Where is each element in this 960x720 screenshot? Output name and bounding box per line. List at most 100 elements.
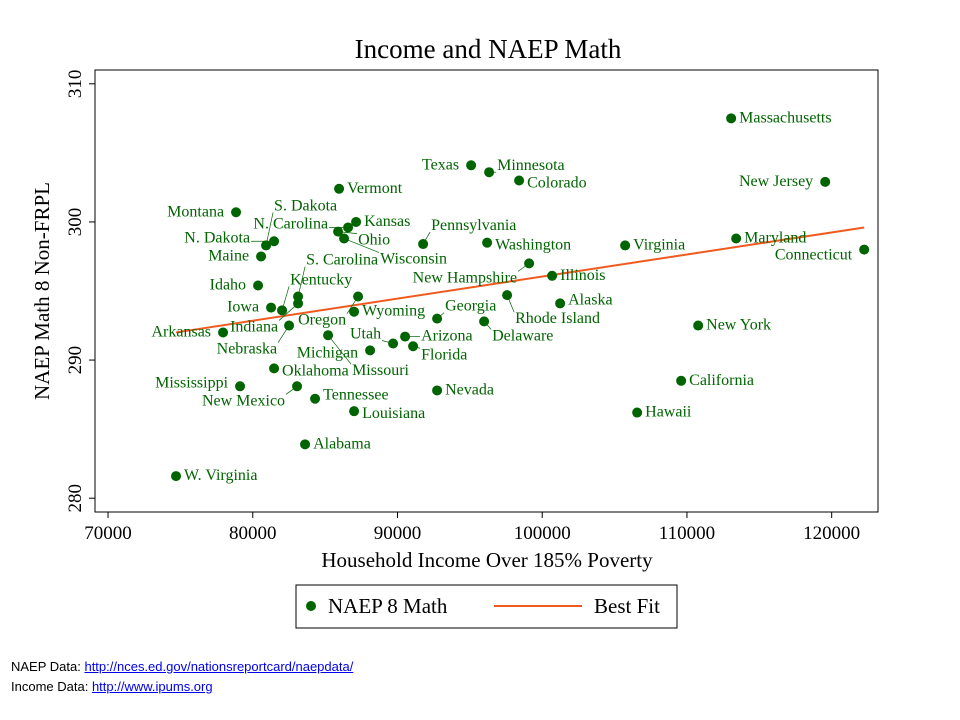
data-point [524, 258, 535, 269]
data-point-label: Florida [421, 346, 467, 363]
data-point [555, 298, 566, 309]
data-point [293, 291, 304, 302]
data-point-label: Arkansas [151, 323, 211, 340]
data-point-label: Hawaii [645, 404, 692, 421]
data-point-label: Indiana [230, 318, 278, 335]
data-point [547, 270, 558, 281]
chart-title: Income and NAEP Math [355, 34, 622, 64]
data-point-label: New Mexico [202, 392, 285, 409]
points-layer [171, 113, 870, 482]
data-point-label: Illinois [560, 267, 605, 284]
x-axis-label: Household Income Over 185% Poverty [321, 548, 653, 572]
naep-source-link[interactable]: http://nces.ed.gov/nationsreportcard/nae… [84, 659, 354, 674]
data-point [310, 393, 321, 404]
data-point-label: Maryland [744, 230, 806, 247]
data-point-label: Tennessee [323, 387, 389, 404]
data-point-label: N. Dakota [184, 229, 250, 246]
data-point [292, 381, 303, 392]
data-point-label: N. Carolina [253, 215, 328, 232]
data-point-label: Rhode Island [515, 310, 600, 327]
data-point [256, 251, 267, 262]
naep-source-label: NAEP Data: [11, 659, 85, 674]
data-point-label: Connecticut [775, 247, 853, 264]
x-tick-label: 90000 [374, 523, 422, 544]
y-tick-label: 310 [65, 70, 86, 99]
data-point-label: Wisconsin [380, 251, 447, 268]
data-point [351, 216, 362, 227]
data-point-label: Nevada [445, 381, 494, 398]
best-fit-layer [175, 226, 865, 334]
data-point [293, 298, 304, 309]
data-point [300, 439, 311, 450]
data-point [353, 291, 364, 302]
data-point [343, 222, 354, 233]
label-leader-line [297, 266, 306, 297]
data-point-label: Washington [495, 237, 571, 254]
data-point-label: Massachusetts [739, 109, 831, 126]
data-point-label: Maine [208, 247, 249, 264]
data-point [266, 302, 277, 313]
y-tick-label: 290 [65, 346, 86, 375]
data-point-label: Michigan [297, 344, 358, 361]
data-point-label: Wyoming [362, 303, 425, 320]
data-point-label: Mississippi [155, 374, 228, 391]
data-point-label: Kentucky [290, 271, 352, 288]
data-point [235, 381, 246, 392]
data-point [323, 330, 334, 341]
data-point-label: Ohio [358, 232, 390, 249]
data-point-label: S. Carolina [306, 252, 378, 269]
label-leader-line [343, 238, 380, 253]
data-point [432, 385, 443, 396]
data-point-label: Nebraska [217, 341, 277, 358]
data-point-label: New York [706, 317, 771, 334]
data-point [333, 226, 344, 237]
data-point [284, 320, 295, 331]
data-point [349, 406, 360, 417]
income-source-label: Income Data: [11, 679, 92, 694]
data-point-label: W. Virginia [184, 467, 257, 484]
data-point-label: Minnesota [497, 157, 565, 174]
data-point [632, 407, 643, 418]
x-tick-label: 100000 [514, 523, 571, 544]
data-point [482, 237, 493, 248]
data-point [261, 240, 272, 251]
y-tick-label: 300 [65, 208, 86, 237]
data-point [432, 313, 443, 324]
data-point-label: Iowa [227, 299, 259, 316]
data-point-label: Alabama [313, 435, 371, 452]
plot-frame [94, 69, 879, 513]
data-point [418, 239, 429, 250]
data-point-label: New Jersey [739, 173, 813, 190]
data-point [620, 240, 631, 251]
data-point [339, 233, 350, 244]
data-point [349, 306, 360, 317]
data-point-label: Arizona [421, 328, 473, 345]
data-point-label: Colorado [527, 175, 587, 192]
data-point [726, 113, 737, 124]
legend-label-naep: NAEP 8 Math [328, 594, 448, 618]
footer-income-source: Income Data: http://www.ipums.org [11, 679, 213, 694]
data-point [466, 160, 477, 171]
data-point [400, 331, 411, 342]
data-point-label: Virginia [633, 236, 685, 253]
data-point-label: New Hampshire [413, 269, 517, 286]
data-point [269, 236, 280, 247]
data-point [859, 244, 870, 255]
data-point-label: Vermont [347, 180, 403, 197]
data-point-label: Utah [350, 325, 381, 342]
data-point [676, 375, 687, 386]
data-point-label: Delaware [492, 327, 553, 344]
income-source-link[interactable]: http://www.ipums.org [91, 679, 213, 694]
data-point [731, 233, 742, 244]
data-point-label: Louisiana [362, 405, 425, 422]
footer-naep-source: NAEP Data: http://nces.ed.gov/nationsrep… [11, 659, 353, 674]
x-axis: 70000 80000 90000 100000 110000 120000 [84, 512, 860, 544]
data-point [269, 363, 280, 374]
data-point [334, 183, 345, 194]
y-tick-label: 280 [65, 484, 86, 513]
x-tick-label: 70000 [84, 523, 132, 544]
x-tick-label: 80000 [229, 523, 277, 544]
data-point [365, 345, 376, 356]
data-point-label: Missouri [352, 362, 409, 379]
